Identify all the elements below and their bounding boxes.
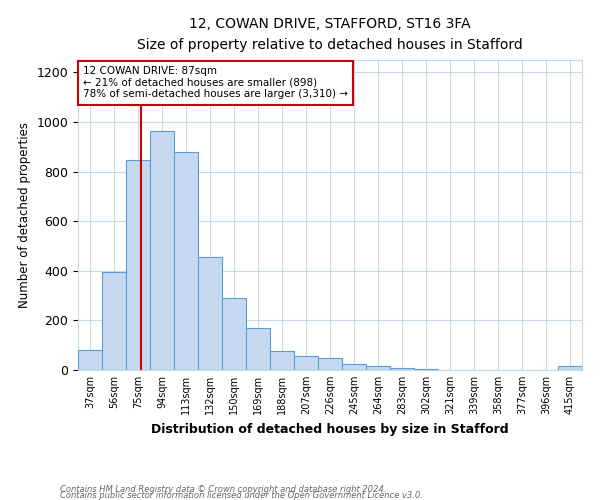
Bar [558,366,582,370]
Bar [414,369,438,370]
Text: Contains public sector information licensed under the Open Government Licence v3: Contains public sector information licen… [60,491,423,500]
Bar [150,130,174,370]
X-axis label: Distribution of detached houses by size in Stafford: Distribution of detached houses by size … [151,422,509,436]
Bar [366,366,390,370]
Bar [390,368,414,370]
Bar [126,160,150,370]
Bar [198,257,222,370]
Bar [318,358,342,370]
Bar [270,352,294,370]
Bar [102,272,126,370]
Bar [174,152,198,370]
Bar [222,298,246,370]
Text: Contains HM Land Registry data © Crown copyright and database right 2024.: Contains HM Land Registry data © Crown c… [60,485,386,494]
Bar [294,356,318,370]
Bar [246,328,270,370]
Bar [342,364,366,370]
Title: 12, COWAN DRIVE, STAFFORD, ST16 3FA
Size of property relative to detached houses: 12, COWAN DRIVE, STAFFORD, ST16 3FA Size… [137,18,523,52]
Y-axis label: Number of detached properties: Number of detached properties [18,122,31,308]
Text: 12 COWAN DRIVE: 87sqm
← 21% of detached houses are smaller (898)
78% of semi-det: 12 COWAN DRIVE: 87sqm ← 21% of detached … [83,66,348,100]
Bar [78,350,102,370]
